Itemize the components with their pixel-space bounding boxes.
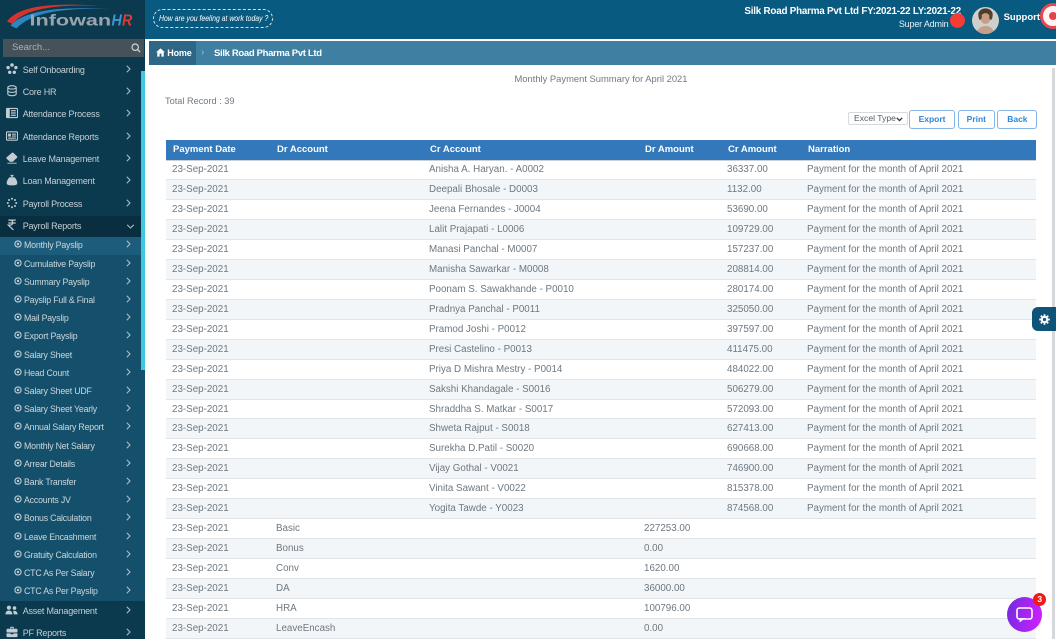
svg-text:H: H xyxy=(112,13,123,30)
svg-text:Infowan: Infowan xyxy=(30,11,112,28)
svg-text:R: R xyxy=(122,13,133,30)
